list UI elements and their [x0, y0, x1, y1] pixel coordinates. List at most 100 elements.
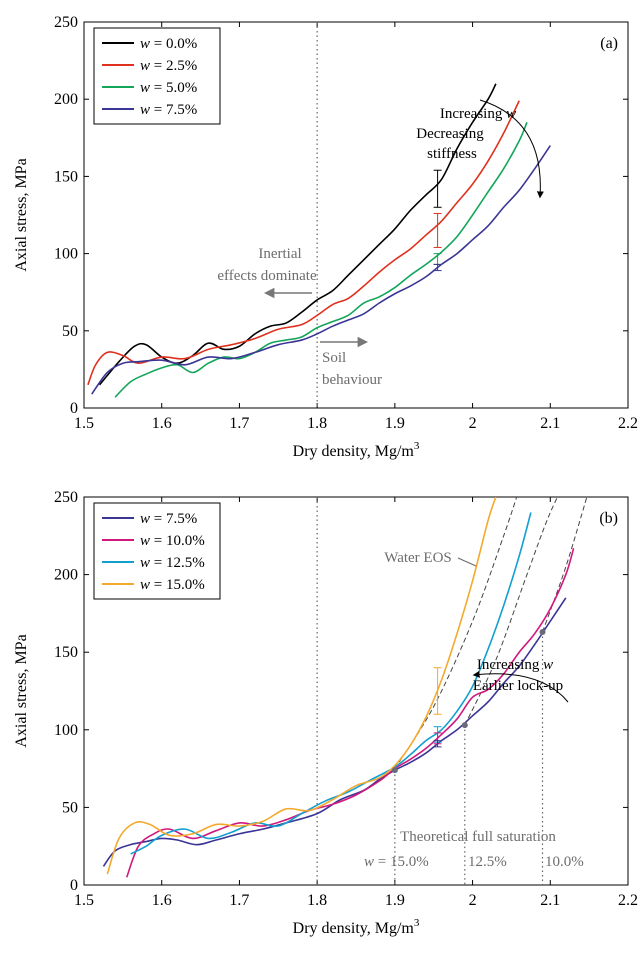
panel-a-legend-label: w = 2.5%: [140, 58, 197, 74]
panel-b-saturation-label-10: 10.0%: [545, 854, 584, 870]
panel-a-x-tick-label: 1.5: [74, 415, 94, 432]
panel-b-plot-area: [102, 497, 588, 878]
panel-b-saturation-point: [539, 629, 546, 636]
panel-a-trend-text-2: stiffness: [427, 146, 477, 162]
panel-a-x-axis-label-main: Dry density, Mg/m: [293, 443, 415, 460]
panel-a-legend-label-rest: = 2.5%: [150, 58, 197, 74]
panel-a-x-tick-label: 2.1: [540, 415, 560, 432]
panel-b-saturation-label-12: 12.5%: [468, 854, 507, 870]
panel-a-increasing-prefix: Increasing: [440, 106, 506, 122]
panel-b-legend-label-rest: = 7.5%: [150, 511, 197, 527]
panel-a-legend-label-var: w: [140, 80, 150, 96]
panel-b-x-tick-label: 1.9: [385, 892, 405, 909]
panel-a-x-axis-label-sup: 3: [414, 440, 420, 452]
panel-b-y-tick-label: 0: [70, 877, 78, 894]
panel-a-y-tick-label: 0: [70, 400, 78, 417]
panel-a-x-tick-label: 1.6: [152, 415, 172, 432]
panel-b-legend-label-var: w: [140, 577, 150, 593]
panel-b-legend-label-var: w: [140, 533, 150, 549]
panel-b-x-tick-label: 1.5: [74, 892, 94, 909]
panel-b-y-tick-label: 100: [54, 722, 78, 739]
panel-b-x-axis-label-sup: 3: [414, 917, 420, 929]
panel-b-saturation-label-15: w = 15.0%: [364, 854, 429, 870]
panel-a-legend-label-var: w: [140, 36, 150, 52]
panel-a-series-line: [87, 100, 520, 386]
panel-a-x-tick-label: 1.8: [307, 415, 327, 432]
panel-a-increasing-text: Increasing w: [440, 106, 516, 122]
panel-a-trend-text: Decreasing: [416, 126, 484, 142]
panel-a-soil-text-1: Soil: [322, 350, 346, 366]
panel-b-trend-arrow: [472, 670, 569, 703]
panel-a-y-tick-label: 150: [54, 168, 78, 185]
panel-b-legend-label-rest: = 10.0%: [150, 533, 205, 549]
panel-b-water-eos-curve: [542, 497, 588, 633]
panel-b-legend-label: w = 15.0%: [140, 577, 205, 593]
panel-b-x-tick-label: 2.2: [618, 892, 638, 909]
panel-a-legend-label-var: w: [140, 102, 150, 118]
panel-a-x-tick-label: 2: [469, 415, 477, 432]
panel-a-series-line: [114, 122, 528, 398]
panel-a-series-line: [98, 83, 497, 386]
panel-b-axes-frame: [83, 496, 629, 886]
panel-b-increasing-prefix: Increasing: [477, 657, 543, 673]
panel-a-series-line: [91, 145, 551, 395]
panel-a-legend-label-rest: = 5.0%: [150, 80, 197, 96]
panel-a-legend-label-rest: = 7.5%: [150, 102, 197, 118]
panel-b-legend-label: w = 12.5%: [140, 555, 205, 571]
panel-a-legend-label-rest: = 0.0%: [150, 36, 197, 52]
panel-a-x-tick-label: 1.7: [229, 415, 249, 432]
panel-a-trend-arrow: [479, 99, 544, 199]
panel-b-series-line: [125, 547, 575, 878]
panel-a-legend-label-var: w: [140, 58, 150, 74]
panel-a-legend-label: w = 7.5%: [140, 102, 197, 118]
panel-b-saturation-point: [461, 722, 468, 729]
panel-b-x-tick-label: 2.1: [540, 892, 560, 909]
panel-b-series-line: [106, 497, 497, 875]
panel-a-inertial-text-2: effects dominate: [217, 268, 317, 284]
panel-b-water-eos-label: Water EOS: [384, 550, 452, 566]
panel-b-y-axis-label: Axial stress, MPa: [13, 634, 30, 747]
panel-b-saturation-w: w: [364, 854, 374, 870]
panel-a-x-tick-label: 1.9: [385, 415, 405, 432]
panel-b-y-tick-label: 50: [62, 799, 78, 816]
panel-a-axes-frame: [83, 21, 629, 409]
panel-a-increasing-var: w: [506, 106, 516, 122]
panel-b-saturation-title: Theoretical full saturation: [400, 829, 556, 845]
panel-a-legend-label: w = 0.0%: [140, 36, 197, 52]
panel-b-series-line: [130, 512, 532, 855]
panel-b-x-tick-label: 1.6: [152, 892, 172, 909]
panel-b-legend-label-var: w: [140, 511, 150, 527]
panel-a-x-axis-label: Dry density, Mg/m3: [293, 440, 420, 460]
panel-b-y-tick-label: 250: [54, 489, 78, 506]
panel-a-panel-label: (a): [600, 35, 618, 52]
panel-a-soil-text-2: behaviour: [322, 372, 382, 388]
panel-b-x-tick-label: 1.7: [229, 892, 249, 909]
panel-b-y-tick-label: 200: [54, 567, 78, 584]
panel-b-saturation-eq: = 15.0%: [374, 854, 429, 870]
panel-b-increasing-text: Increasing w: [477, 657, 553, 673]
panel-b-x-axis-label-main: Dry density, Mg/m: [293, 920, 415, 937]
panel-b-legend-label-rest: = 15.0%: [150, 577, 205, 593]
panel-a-y-axis-label: Axial stress, MPa: [13, 158, 30, 271]
panel-a-plot-area: [87, 83, 551, 398]
panel-a-legend-label: w = 5.0%: [140, 80, 197, 96]
panel-b-increasing-var: w: [543, 657, 553, 673]
panel-a-y-tick-label: 250: [54, 14, 78, 31]
panel-b-legend-label: w = 7.5%: [140, 511, 197, 527]
panel-b-water-eos-leader: [457, 557, 477, 567]
panel-b-legend-label-var: w: [140, 555, 150, 571]
panel-b-water-eos-curve: [394, 497, 518, 769]
panel-b-panel-label: (b): [599, 510, 618, 527]
panel-b-y-tick-label: 150: [54, 644, 78, 661]
panel-b-x-axis-label: Dry density, Mg/m3: [293, 917, 420, 937]
panel-b-x-tick-label: 2: [469, 892, 477, 909]
panel-b-water-eos-curve: [464, 497, 559, 726]
panel-a-inertial-text-1: Inertial: [258, 246, 301, 262]
panel-a-y-tick-label: 100: [54, 246, 78, 263]
panel-b-legend-label: w = 10.0%: [140, 533, 205, 549]
panel-a-y-tick-label: 50: [62, 323, 78, 340]
panel-a-y-tick-label: 200: [54, 91, 78, 108]
panel-b-legend-label-rest: = 12.5%: [150, 555, 205, 571]
